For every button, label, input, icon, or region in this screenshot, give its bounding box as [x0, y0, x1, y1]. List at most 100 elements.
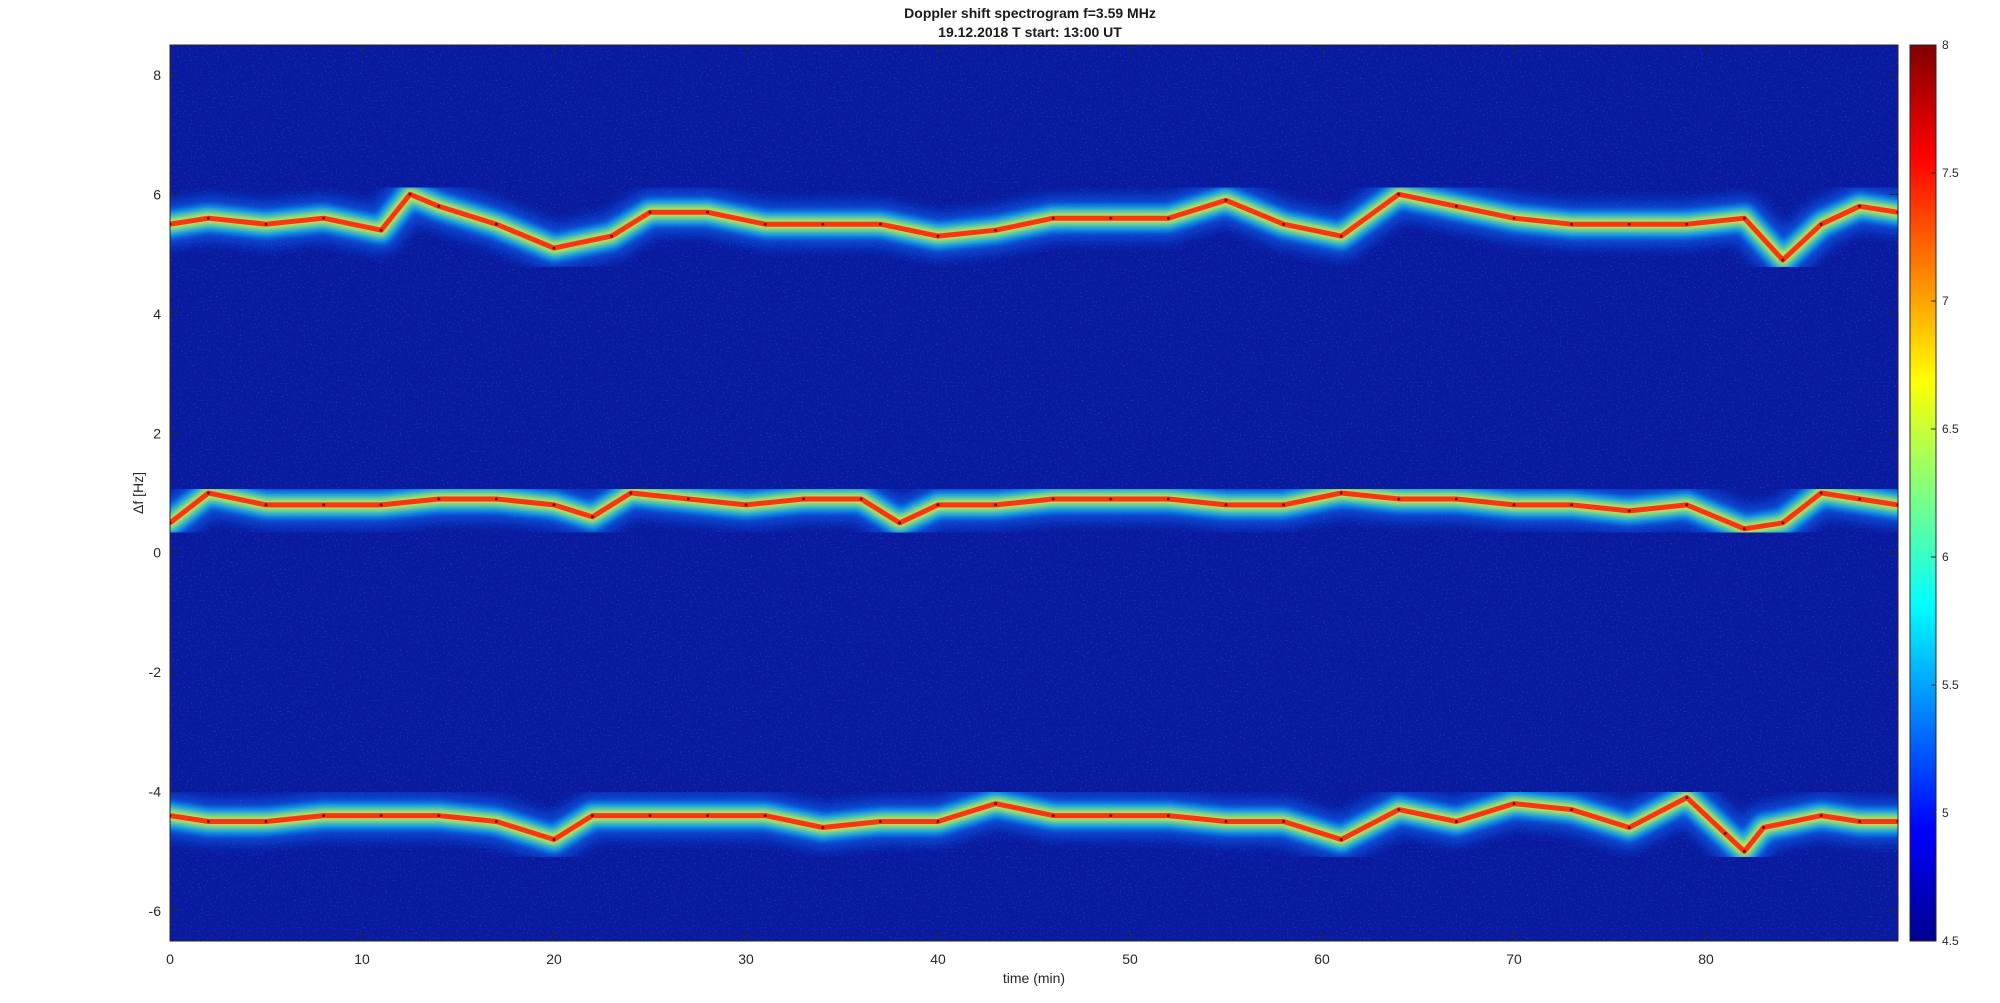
trace-2-point [379, 503, 383, 507]
trace-1-point [1454, 204, 1458, 208]
colorbar-tick-label: 5 [1942, 806, 1949, 820]
trace-2-point [1858, 497, 1862, 501]
trace-1-point [552, 246, 556, 250]
colorbar-gradient [1909, 44, 1937, 942]
trace-3-point [1454, 820, 1458, 823]
trace-3-point [1224, 820, 1228, 823]
y-tick-label: -2 [149, 664, 162, 680]
trace-3-point [994, 802, 998, 806]
x-tick-label: 0 [166, 951, 174, 967]
plot-frame [169, 44, 1899, 942]
trace-2-point [590, 515, 594, 519]
trace-1-point [408, 192, 412, 196]
colorbar-tick-label: 5.5 [1942, 678, 1959, 692]
colorbar-tick-label: 8 [1942, 38, 1949, 52]
chart-title: Doppler shift spectrogram f=3.59 MHz [904, 5, 1156, 21]
colorbar-tick-label: 4.5 [1942, 934, 1959, 948]
trace-3-point [590, 814, 594, 818]
colorbar-tick-label: 6 [1942, 550, 1949, 564]
x-tick-label: 20 [546, 951, 562, 967]
y-tick-label: -6 [149, 903, 162, 919]
y-tick-label: 8 [153, 67, 161, 83]
trace-2-point [936, 503, 940, 507]
trace-1-point [1282, 222, 1286, 226]
doppler-trace-2-layer-4 [170, 490, 1898, 532]
trace-3-point [264, 820, 268, 823]
trace-3-point [1397, 808, 1401, 812]
trace-3-point [322, 814, 326, 818]
trace-1-point [936, 234, 940, 238]
x-tick-label: 70 [1506, 951, 1522, 967]
trace-1-point [1858, 204, 1862, 208]
colorbar-ticks: 4.5 5 5.5 6 6.5 7 7.5 8 [1931, 38, 1959, 948]
trace-1-point [994, 228, 998, 232]
trace-2-point [686, 497, 690, 501]
trace-2-point [206, 491, 210, 495]
trace-3-point [706, 814, 710, 818]
doppler-traces [170, 171, 1898, 875]
colorbar-tick-label: 7 [1942, 294, 1949, 308]
trace-2-point [1339, 491, 1343, 495]
trace-1-point [437, 204, 441, 208]
trace-1-point [1224, 198, 1228, 202]
trace-2-point [322, 503, 326, 507]
y-axis: -6 -4 -2 0 2 4 6 8 [149, 67, 1898, 919]
trace-1-point [763, 222, 767, 226]
colorbar-tick-label: 6.5 [1942, 422, 1959, 436]
trace-1-point [322, 216, 326, 220]
trace-1-point [1512, 216, 1516, 220]
y-tick-label: -4 [149, 784, 162, 800]
trace-2-point [744, 503, 748, 507]
trace-3-point [1109, 814, 1113, 818]
trace-2-point [802, 497, 806, 501]
trace-1-point [1627, 222, 1631, 226]
trace-2-point [1570, 503, 1574, 507]
trace-3-point [1570, 808, 1574, 812]
trace-1-point [1339, 234, 1343, 238]
trace-3-point [763, 814, 767, 818]
plot-area [170, 45, 1898, 941]
trace-3-point [552, 838, 556, 841]
trace-2-point [1781, 521, 1785, 525]
trace-2-point [1224, 503, 1228, 507]
trace-2-point [1512, 503, 1516, 507]
trace-2-point [1454, 497, 1458, 501]
trace-1-point [648, 210, 652, 214]
trace-1-point [1570, 222, 1574, 226]
colorbar-tick-label: 7.5 [1942, 166, 1959, 180]
trace-3-point [1282, 820, 1286, 823]
trace-3-point [206, 820, 210, 823]
y-axis-label: Δf [Hz] [130, 472, 146, 514]
chart-subtitle: 19.12.2018 T start: 13:00 UT [938, 24, 1122, 40]
trace-2-point [898, 521, 902, 525]
trace-1-point [1742, 216, 1746, 220]
trace-3-point [936, 820, 940, 823]
x-tick-label: 80 [1698, 951, 1714, 967]
trace-3-point [1051, 814, 1055, 818]
trace-2-point [1051, 497, 1055, 501]
trace-2-point [1282, 503, 1286, 507]
trace-2-point [437, 497, 441, 501]
trace-3-point [1627, 826, 1631, 829]
trace-2-point [1742, 527, 1746, 531]
trace-1-point [1781, 258, 1785, 262]
trace-1-point [206, 216, 210, 220]
trace-2-point [264, 503, 268, 507]
y-tick-label: 0 [153, 545, 161, 561]
trace-2-point [994, 503, 998, 507]
x-tick-label: 60 [1314, 951, 1330, 967]
trace-1-point [878, 222, 882, 226]
trace-2-point [1685, 503, 1689, 507]
trace-3-point [648, 814, 652, 818]
trace-2-point [1109, 497, 1113, 501]
trace-1-point [1685, 222, 1689, 226]
trace-1-point [1819, 222, 1823, 226]
trace-1-point [494, 222, 498, 226]
doppler-trace-3-layer-4 [170, 795, 1898, 854]
x-tick-label: 40 [930, 951, 946, 967]
x-tick-label: 50 [1122, 951, 1138, 967]
trace-2-point [1627, 509, 1631, 513]
trace-3-point [1819, 814, 1823, 818]
trace-3-point [1858, 820, 1862, 823]
